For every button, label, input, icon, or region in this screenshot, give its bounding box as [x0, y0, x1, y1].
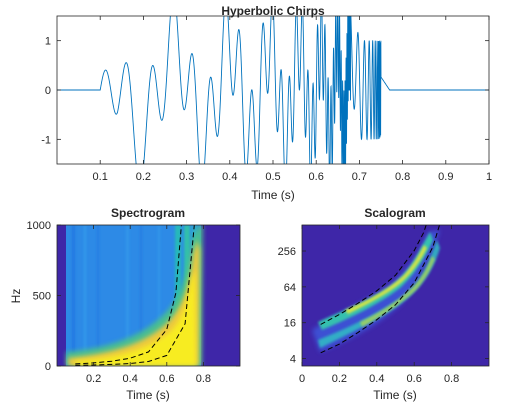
chirp-signal-line — [57, 16, 489, 164]
scalogram-y-ticks: 4 16 64 256 — [278, 246, 489, 366]
scalogram-ridge-2 — [320, 225, 441, 354]
top-x-tick-label: 0.9 — [438, 171, 453, 183]
scalogram-ridges — [320, 225, 441, 354]
top-y-tick-label: 1 — [45, 36, 51, 48]
scalogram-x-axis-label: Time (s) — [373, 388, 417, 402]
top-x-tick-label: 0.6 — [309, 171, 324, 183]
scalogram-y-tick-label: 64 — [284, 282, 296, 294]
spectrogram-x-axis-label: Time (s) — [126, 388, 170, 402]
scalogram-chirp-2-band — [318, 240, 440, 348]
top-y-ticks: -1 0 1 — [41, 36, 489, 146]
spectrogram-energy-band-hot — [75, 270, 196, 366]
top-x-tick-label: 0.3 — [179, 171, 194, 183]
top-x-tick-label: 0.5 — [265, 171, 280, 183]
scalogram-halo — [312, 230, 440, 352]
scalogram-x-tick-label: 0.8 — [444, 373, 459, 385]
top-x-tick-label: 0.1 — [93, 171, 108, 183]
spectrogram-axes: 0.2 0.4 0.6 0.8 0 500 1000 Spectrogram Time (… — [9, 206, 241, 402]
scalogram-x-tick-label: 0.2 — [332, 373, 347, 385]
spectrogram-y-tick-label: 0 — [45, 361, 51, 373]
spectrogram-x-tick-label: 0.2 — [86, 373, 101, 385]
scalogram-chirp-2-core — [360, 256, 435, 327]
spectrogram-ridge-2 — [75, 225, 195, 366]
spectrogram-title: Spectrogram — [111, 206, 185, 220]
top-x-tick-label: 0.7 — [352, 171, 367, 183]
top-y-tick-label: -1 — [41, 134, 51, 146]
top-chart-title: Hyperbolic Chirps — [221, 4, 325, 18]
spectrogram-x-tick-label: 0.6 — [159, 373, 174, 385]
spectrogram-x-tick-label: 0.4 — [123, 373, 138, 385]
top-y-tick-label: 0 — [45, 85, 51, 97]
top-x-ticks: 0.1 0.2 0.3 0.4 0.5 0.6 0.7 0.8 0.9 1 — [93, 16, 492, 183]
scalogram-axes: 0 0.2 0.4 0.6 0.8 4 16 64 256 Scalogram Time (s… — [278, 206, 490, 402]
top-axes: 0.1 0.2 0.3 0.4 0.5 0.6 0.7 0.8 0.9 1 -1 0 1 Hyperb… — [41, 4, 492, 202]
spectrogram-y-tick-label: 1000 — [27, 220, 51, 232]
spectrogram-y-tick-label: 500 — [33, 291, 51, 303]
scalogram-y-tick-label: 256 — [278, 246, 296, 258]
scalogram-y-tick-label: 4 — [290, 354, 296, 366]
top-x-tick-label: 1 — [486, 171, 492, 183]
top-x-tick-label: 0.2 — [136, 171, 151, 183]
scalogram-x-tick-label: 0.6 — [407, 373, 422, 385]
spectrogram-ridges — [75, 225, 195, 366]
scalogram-title: Scalogram — [364, 206, 425, 220]
spectrogram-ridge-1 — [75, 225, 182, 365]
scalogram-ridge-1 — [320, 225, 427, 325]
top-x-axis-label: Time (s) — [251, 188, 295, 202]
spectrogram-x-tick-label: 0.8 — [196, 373, 211, 385]
scalogram-y-tick-label: 16 — [284, 318, 296, 330]
spectrogram-y-ticks: 0 500 1000 — [27, 220, 240, 373]
spectrogram-y-axis-label: Hz — [9, 289, 23, 304]
scalogram-x-tick-label: 0 — [299, 373, 305, 385]
top-x-tick-label: 0.8 — [395, 171, 410, 183]
scalogram-axes-box — [301, 224, 490, 367]
scalogram-chirp-1-core — [345, 245, 427, 314]
spectrogram-x-ticks: 0.2 0.4 0.6 0.8 — [86, 225, 211, 385]
scalogram-x-tick-label: 0.4 — [369, 373, 384, 385]
scalogram-x-ticks: 0 0.2 0.4 0.6 0.8 — [299, 225, 459, 385]
top-x-tick-label: 0.4 — [222, 171, 237, 183]
